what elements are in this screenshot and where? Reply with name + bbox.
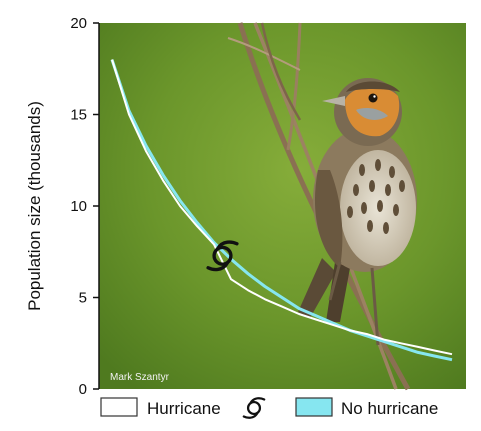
photo-credit: Mark Szantyr [110,372,170,383]
sparrow-cheek [356,108,388,120]
series-line-no-hurricane [110,59,453,362]
reed-stalk [227,37,301,71]
sparrow-wing [314,170,343,268]
sparrow-foot [328,261,342,301]
series-layer [110,59,453,362]
y-axis: 0 5 10 15 20 Population size (thousands) [25,15,100,398]
hurricane-icon-arm [206,261,229,272]
sparrow-tail [326,262,350,322]
sparrow-eye [368,93,378,103]
y-tick-label: 20 [70,15,87,32]
legend-label-no-hurricane: No hurricane [341,399,438,418]
legend-swatch-hurricane [100,397,138,417]
legend-label-hurricane: Hurricane [147,399,221,418]
y-tick-label: 5 [79,290,87,307]
legend-item-no-hurricane: No hurricane [295,397,438,418]
legend-item-hurricane: Hurricane [100,397,266,419]
reed-stalk [286,22,302,151]
hurricane-icon [242,397,266,419]
y-axis-title: Population size (thousands) [25,101,44,311]
reed-stalk [253,22,398,390]
y-tick-label: 15 [70,107,87,124]
reed-stalk [260,22,302,121]
legend-swatch-no-hurricane [295,397,333,417]
y-tick-label: 10 [70,198,87,215]
sparrow-tail [298,258,336,318]
series-line-hurricane [111,59,453,356]
hurricane-icon-arm [216,240,239,251]
hurricane-icon-eye [212,245,233,266]
hurricane-icon [206,240,239,272]
sparrow-foot [370,267,380,346]
legend: Hurricane No hurricane [100,397,438,419]
y-tick-label: 0 [79,381,87,398]
sparrow-beak [322,96,345,106]
sparrow-illustration [298,78,417,346]
bird-photo: Mark Szantyr [99,22,466,391]
sparrow-eye-highlight [373,95,376,98]
sparrow-streaks [347,159,405,234]
y-ticks: 0 5 10 15 20 [70,15,99,398]
sparrow-crown [346,81,400,92]
